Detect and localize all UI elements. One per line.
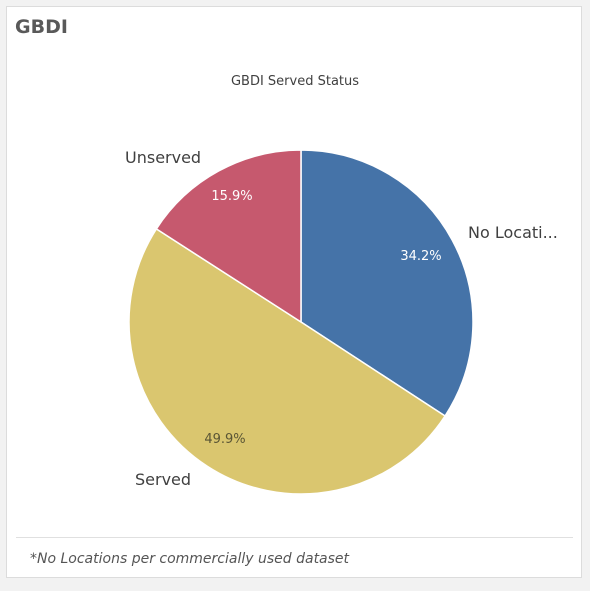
chart-title: GBDI Served Status <box>230 74 360 89</box>
pie-slice-served[interactable] <box>128 227 447 495</box>
card-title: GBDI <box>15 16 68 38</box>
slice-label: Served <box>135 470 191 489</box>
slice-value-label: 34.2% <box>400 249 441 264</box>
slice-label: No Locati... <box>468 223 558 242</box>
footnote: *No Locations per commercially used data… <box>30 551 350 567</box>
slice-value-label: 49.9% <box>204 432 245 447</box>
slice-value-label: 15.9% <box>211 189 252 204</box>
slice-label: Unserved <box>125 148 201 167</box>
footer-divider <box>16 537 573 538</box>
pie-slice-unserved[interactable] <box>155 149 302 324</box>
